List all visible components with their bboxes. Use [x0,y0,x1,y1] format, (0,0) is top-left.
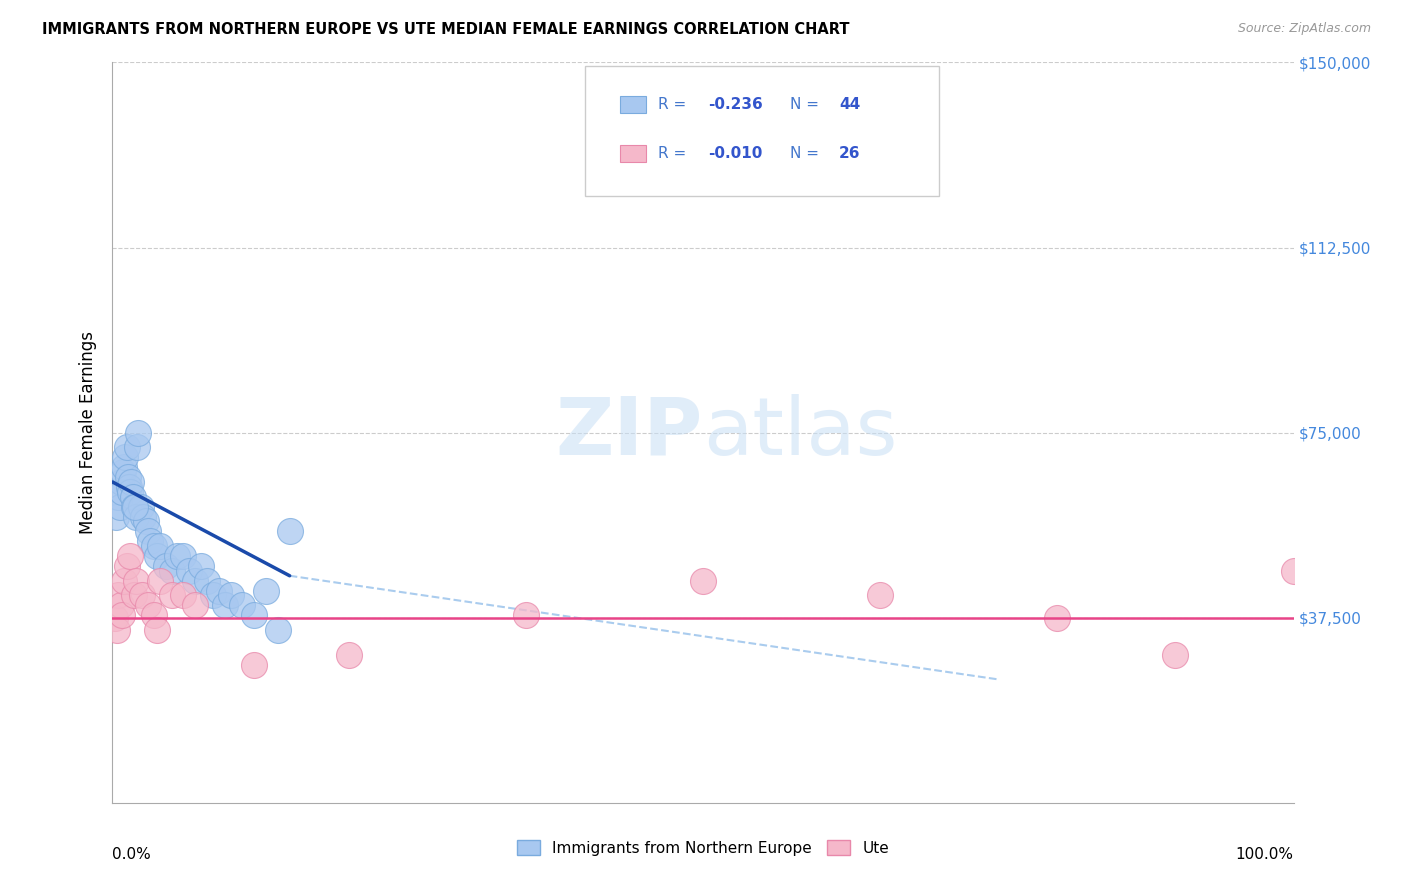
Point [195,574,218,588]
Point [110,475,132,489]
Point [160,589,183,603]
Point [869,589,891,603]
Point [231,599,253,613]
Point [254,583,277,598]
Text: 0.0%: 0.0% [112,847,152,863]
Text: atlas: atlas [703,393,897,472]
Point [184,599,207,613]
Point [160,564,183,578]
Point [692,574,714,588]
Legend: Immigrants from Northern Europe, Ute: Immigrants from Northern Europe, Ute [510,834,896,862]
Point [1164,648,1187,662]
Point [115,441,138,455]
Y-axis label: Median Female Earnings: Median Female Earnings [79,331,97,534]
Point [149,539,172,553]
Text: 100.0%: 100.0% [1236,847,1294,863]
Point [136,524,159,539]
Text: ZIP: ZIP [555,393,703,472]
Point [201,589,224,603]
Point [120,484,142,499]
Point [105,509,128,524]
Bar [620,145,647,161]
Point [184,574,207,588]
Point [115,558,138,573]
Text: R =: R = [658,146,692,161]
Text: N =: N = [790,97,824,112]
Point [142,608,165,623]
Point [121,490,143,504]
Point [107,490,129,504]
Point [111,484,134,499]
Point [114,450,136,465]
Point [122,500,145,514]
Point [132,509,155,524]
Point [1046,610,1069,624]
Point [142,539,165,553]
Text: -0.236: -0.236 [707,97,762,112]
Point [278,524,301,539]
FancyBboxPatch shape [585,66,939,195]
Point [104,610,127,624]
Text: 26: 26 [839,146,860,161]
Point [127,441,149,455]
Point [214,599,236,613]
Point [122,589,145,603]
Point [166,549,188,563]
Point [111,608,134,623]
Point [267,623,290,637]
Point [117,470,139,484]
Point [110,599,132,613]
Point [112,574,135,588]
Point [112,460,135,475]
Point [243,657,266,672]
Point [125,509,148,524]
Text: -0.010: -0.010 [707,146,762,161]
Text: N =: N = [790,146,824,161]
Point [127,425,149,440]
Point [515,608,537,623]
Point [1282,564,1305,578]
Text: R =: R = [658,97,692,112]
Point [208,583,231,598]
Point [135,515,157,529]
Point [129,500,152,514]
Point [337,648,360,662]
Point [107,589,129,603]
Point [146,623,169,637]
Text: IMMIGRANTS FROM NORTHERN EUROPE VS UTE MEDIAN FEMALE EARNINGS CORRELATION CHART: IMMIGRANTS FROM NORTHERN EUROPE VS UTE M… [42,22,849,37]
Point [136,599,159,613]
Bar [620,96,647,112]
Point [219,589,242,603]
Point [172,589,194,603]
Point [179,564,201,578]
Text: 44: 44 [839,97,860,112]
Point [139,534,162,549]
Point [120,475,142,489]
Text: Source: ZipAtlas.com: Source: ZipAtlas.com [1237,22,1371,36]
Point [155,558,177,573]
Point [149,574,172,588]
Point [105,623,128,637]
Point [131,589,153,603]
Point [124,500,146,514]
Point [125,574,148,588]
Point [172,549,194,563]
Point [243,608,266,623]
Point [146,549,169,563]
Point [108,500,131,514]
Point [190,558,212,573]
Point [112,465,135,479]
Point [118,480,141,494]
Point [120,549,142,563]
